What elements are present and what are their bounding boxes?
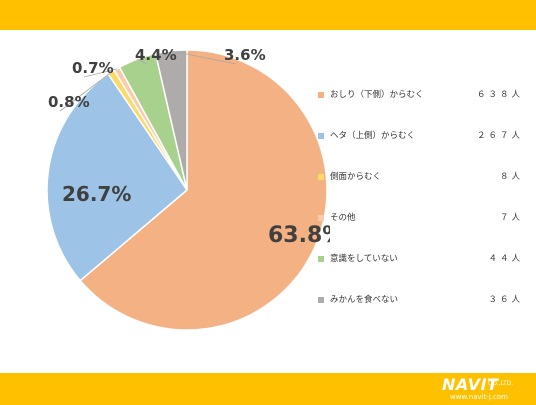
top-banner bbox=[0, 0, 536, 30]
slice-percent-label: 0.8% bbox=[48, 93, 90, 111]
slice-percent-label: 26.7% bbox=[62, 182, 131, 206]
bottom-banner bbox=[0, 373, 536, 405]
legend-swatch bbox=[318, 297, 324, 303]
legend-item: 側面からむく ８人 bbox=[318, 165, 523, 206]
legend-label: おしり（下側）からむく bbox=[330, 90, 424, 100]
legend-item: ヘタ（上側）からむく ２６７人 bbox=[318, 124, 523, 165]
chart-legend: おしり（下側）からむく ６３８人ヘタ（上側）からむく ２６７人側面からむく ８人その他… bbox=[318, 83, 523, 329]
logo-url: www.navit-j.com bbox=[450, 393, 508, 401]
slice-percent-label: 4.4% bbox=[135, 46, 177, 64]
legend-item: みかんを食べない ３６人 bbox=[318, 288, 523, 329]
legend-label: 側面からむく bbox=[330, 172, 382, 182]
legend-count: ７人 bbox=[499, 213, 523, 223]
legend-count: ６３８人 bbox=[476, 90, 523, 100]
slice-percent-label: 63.8% bbox=[268, 223, 330, 248]
slice-percent-label: 0.7% bbox=[72, 59, 114, 77]
legend-swatch bbox=[318, 215, 324, 221]
pie-chart: 63.8% 26.7% 0.8% 0.7% 4.4% 3.6% bbox=[46, 46, 330, 331]
legend-item: 意識をしていない ４４人 bbox=[318, 247, 523, 288]
legend-count: ４４人 bbox=[488, 254, 523, 264]
pie-slice bbox=[46, 73, 188, 282]
legend-label: その他 bbox=[330, 213, 356, 223]
legend-count: ３６人 bbox=[488, 295, 523, 305]
legend-item: おしり（下側）からむく ６３８人 bbox=[318, 83, 523, 124]
legend-label: 意識をしていない bbox=[330, 254, 398, 264]
leader-line bbox=[171, 50, 237, 65]
slice-percent-label: 3.6% bbox=[224, 46, 266, 64]
legend-label: ヘタ（上側）からむく bbox=[330, 131, 416, 141]
logo-company-suffix: CO.,LTD. bbox=[488, 380, 514, 387]
legend-count: ２６７人 bbox=[476, 131, 523, 141]
legend-swatch bbox=[318, 133, 324, 139]
logo-wordmark: NAVIT bbox=[442, 375, 499, 394]
legend-swatch bbox=[318, 174, 324, 180]
legend-count: ８人 bbox=[499, 172, 523, 182]
legend-swatch bbox=[318, 92, 324, 98]
legend-item: その他 ７人 bbox=[318, 206, 523, 247]
leader-line bbox=[136, 58, 148, 65]
pie-slice bbox=[79, 49, 328, 331]
pie-slice bbox=[154, 49, 188, 191]
leader-line bbox=[59, 71, 112, 112]
leader-line bbox=[83, 68, 117, 78]
company-logo[interactable]: NAVIT CO.,LTD. www.navit-j.com bbox=[442, 375, 534, 403]
legend-swatch bbox=[318, 256, 324, 262]
legend-label: みかんを食べない bbox=[330, 295, 399, 305]
